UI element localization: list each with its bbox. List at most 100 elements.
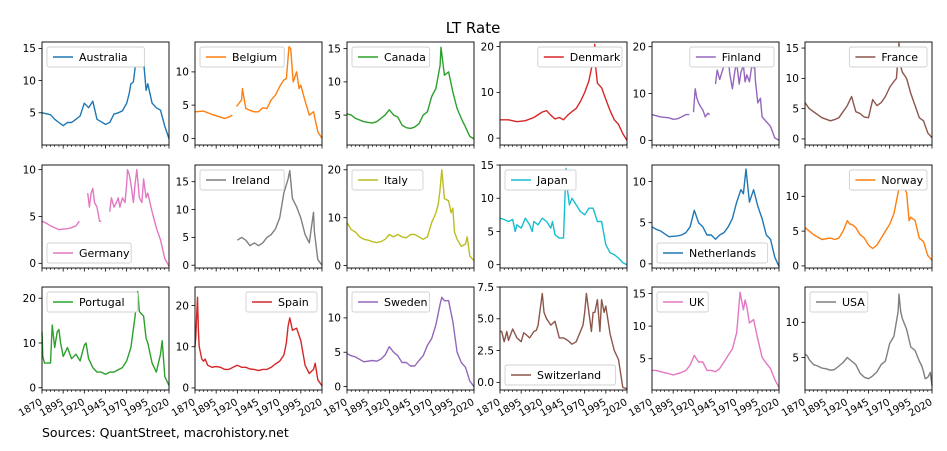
- series-line-belgium-1: [194, 110, 233, 120]
- legend-box: [199, 169, 285, 191]
- y-tick-label: 10: [328, 212, 341, 224]
- y-tick-label: 10: [176, 204, 189, 216]
- y-tick-label: 10: [328, 77, 341, 89]
- legend-finland: Finland: [689, 46, 775, 68]
- legend-label: Canada: [384, 51, 426, 64]
- legend-label: Spain: [278, 296, 309, 309]
- series-line-sweden: [346, 296, 475, 388]
- legend-label: Denmark: [570, 51, 621, 64]
- panel-canada: 5 10 15 Canada: [328, 41, 475, 149]
- y-tick-label: 15: [786, 43, 799, 55]
- series-line-portugal: [41, 290, 170, 386]
- y-tick-label: 7.5: [477, 282, 494, 294]
- panel-finland: 0 10 20 Finland: [633, 41, 780, 149]
- legend-label: Belgium: [232, 51, 277, 64]
- y-tick-label: 0: [29, 258, 36, 270]
- legend-label: Switzerland: [537, 369, 601, 382]
- legend-box: [46, 46, 145, 68]
- x-tick-label: 2020: [449, 397, 477, 419]
- x-tick-label: 2020: [602, 397, 630, 419]
- legend-box: [504, 364, 617, 386]
- y-tick-label: 20: [481, 41, 494, 53]
- y-tick-label: 0: [792, 261, 799, 273]
- y-tick-label: 5: [334, 347, 341, 359]
- y-tick-label: 0: [334, 260, 341, 272]
- series-line-germany-2: [87, 187, 102, 222]
- legend-label: Australia: [79, 51, 128, 64]
- series-line-switzerland: [500, 292, 628, 390]
- y-tick-label: 5: [334, 110, 341, 122]
- legend-box: [537, 46, 623, 68]
- y-tick-label: 0: [487, 259, 494, 271]
- legend-box: [656, 242, 769, 264]
- y-tick-label: 0: [487, 133, 494, 145]
- legend-france: France: [848, 46, 928, 68]
- y-tick-label: 0: [792, 134, 799, 146]
- y-tick-label: 0: [182, 260, 189, 272]
- series-line-uk: [652, 291, 780, 388]
- y-tick-label: 10: [633, 321, 646, 333]
- legend-usa: USA: [809, 291, 869, 313]
- y-tick-label: 5: [639, 217, 646, 229]
- y-tick-label: 15: [23, 43, 36, 55]
- y-tick-label: 10: [786, 191, 799, 203]
- panel-norway: 0 5 10 Norway: [786, 164, 933, 273]
- series-line-france: [804, 42, 933, 139]
- panel-portugal: 010201870189519201945197019952020Portuga…: [17, 286, 172, 419]
- legend-label: Japan: [536, 174, 568, 187]
- legend-box: [689, 46, 775, 68]
- y-tick-label: 0: [182, 383, 189, 395]
- legend-netherlands: Netherlands: [656, 242, 769, 264]
- y-tick-label: 20: [328, 165, 341, 177]
- legend-label: Netherlands: [689, 247, 756, 260]
- series-line-usa: [804, 293, 933, 386]
- legend-italy: Italy: [351, 169, 424, 191]
- y-tick-label: 0: [639, 135, 646, 147]
- y-tick-label: 5: [487, 226, 494, 238]
- legend-australia: Australia: [46, 46, 145, 68]
- series-line-norway: [804, 174, 933, 261]
- panel-denmark: 0 10 20 Denmark: [481, 41, 628, 149]
- legend-label: Portugal: [79, 296, 125, 309]
- y-tick-label: 5: [182, 232, 189, 244]
- legend-label: UK: [689, 296, 705, 309]
- legend-sweden: Sweden: [351, 291, 431, 313]
- legend-denmark: Denmark: [537, 46, 623, 68]
- y-tick-label: 5: [792, 226, 799, 238]
- y-tick-label: 10: [786, 317, 799, 329]
- series-line-japan: [499, 167, 628, 266]
- legend-box: [848, 169, 928, 191]
- country-panels: 5 10 15 Australia 0 5 10 Belgium 5 10 15 Canada 0 10 2…: [17, 41, 935, 419]
- legend-norway: Norway: [848, 169, 928, 191]
- source-note: Sources: QuantStreet, macrohistory.net: [42, 425, 289, 440]
- y-tick-label: 10: [328, 313, 341, 325]
- panel-belgium: 0 5 10 Belgium: [176, 41, 323, 149]
- legend-box: [809, 291, 869, 313]
- legend-uk: UK: [656, 291, 709, 313]
- y-tick-label: 5: [182, 100, 189, 112]
- legend-label: USA: [842, 296, 865, 309]
- y-tick-label: 10: [23, 164, 36, 176]
- series-line-canada: [346, 46, 475, 140]
- x-tick-label: 2020: [754, 397, 782, 419]
- panel-ireland: 0 5 10 15 Ireland: [176, 164, 323, 272]
- panel-japan: 0 5 10 15 Japan: [481, 160, 628, 272]
- y-tick-label: 15: [481, 160, 494, 172]
- y-tick-label: 5: [29, 211, 36, 223]
- y-tick-label: 10: [786, 73, 799, 85]
- legend-label: Finland: [722, 51, 761, 64]
- legend-japan: Japan: [504, 169, 577, 191]
- legend-label: Germany: [79, 247, 130, 260]
- legend-belgium: Belgium: [199, 46, 285, 68]
- legend-ireland: Ireland: [199, 169, 285, 191]
- legend-spain: Spain: [245, 291, 318, 313]
- series-line-germany-3: [109, 169, 170, 267]
- legend-box: [46, 291, 139, 313]
- y-tick-label: 10: [481, 87, 494, 99]
- y-tick-label: 5: [792, 103, 799, 115]
- legend-canada: Canada: [351, 46, 431, 68]
- x-tick-label: 2020: [907, 397, 935, 419]
